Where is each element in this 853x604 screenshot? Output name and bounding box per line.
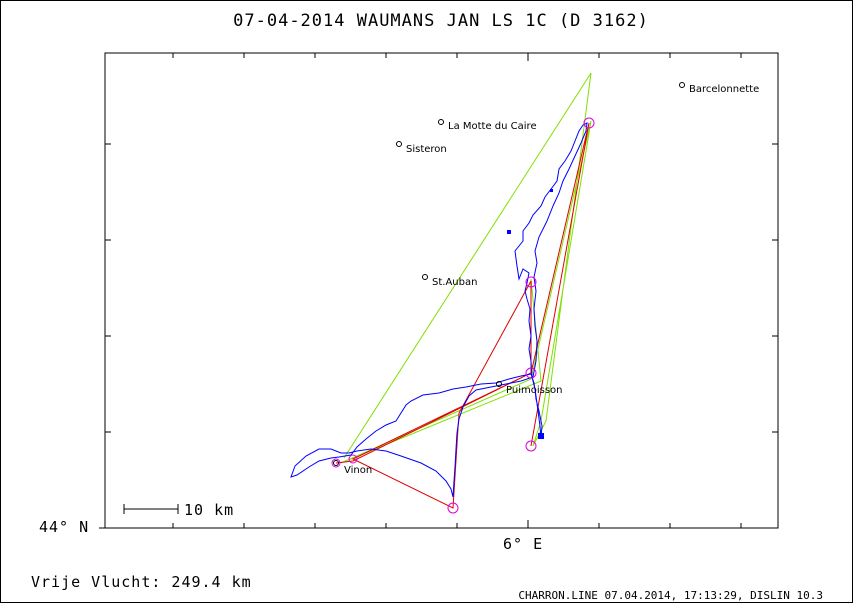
turnpoint-circle bbox=[583, 117, 595, 129]
task-green-polyline bbox=[340, 72, 592, 464]
flight-track bbox=[290, 122, 588, 498]
place-vinon: Vinon bbox=[333, 460, 372, 476]
place-label: Barcelonnette bbox=[689, 84, 759, 95]
place-label: St.Auban bbox=[432, 277, 477, 288]
turnpoints bbox=[331, 117, 595, 514]
place-label: La Motte du Caire bbox=[448, 121, 537, 132]
longitude-label: 6° E bbox=[503, 535, 543, 553]
latitude-label: 44° N bbox=[39, 518, 89, 536]
place-sisteron: Sisteron bbox=[396, 141, 447, 155]
flight-track-line bbox=[290, 122, 588, 498]
places: Barcelonnette La Motte du Caire Sisteron… bbox=[333, 82, 759, 476]
scale-bar: 10 km bbox=[123, 501, 234, 519]
place-label: Sisteron bbox=[406, 144, 447, 155]
task-red-polyline bbox=[335, 122, 590, 509]
place-barcelonnette: Barcelonnette bbox=[679, 82, 759, 95]
turnpoint-circle bbox=[525, 440, 537, 452]
flight-distance: Vrije Vlucht: 249.4 km bbox=[31, 573, 252, 591]
turnpoint-circle bbox=[525, 367, 537, 379]
scale-bar-label: 10 km bbox=[184, 501, 234, 519]
place-st-auban: St.Auban bbox=[422, 274, 477, 288]
footer-info: CHARRON.LINE 07.04.2014, 17:13:29, DISLI… bbox=[518, 589, 823, 602]
track-marker-1 bbox=[507, 230, 511, 234]
place-label: Vinon bbox=[344, 465, 372, 476]
track-marker-2 bbox=[550, 189, 553, 192]
track-marker-finish bbox=[538, 433, 544, 439]
track-markers bbox=[507, 189, 553, 439]
turnpoint-circle bbox=[331, 458, 341, 468]
place-puimoisson: Puimoisson bbox=[496, 381, 562, 396]
task-red-lines bbox=[335, 122, 590, 509]
task-green-lines bbox=[340, 72, 592, 464]
place-label: Puimoisson bbox=[506, 385, 562, 396]
place-la-motte-du-caire: La Motte du Caire bbox=[438, 119, 537, 132]
turnpoint-circle bbox=[348, 454, 358, 464]
turnpoint-circle bbox=[447, 502, 459, 514]
turnpoint-circle bbox=[525, 276, 537, 288]
flight-title: 07-04-2014 WAUMANS JAN LS 1C (D 3162) bbox=[233, 11, 649, 31]
plot-frame bbox=[104, 52, 779, 529]
axis-ticks bbox=[99, 53, 778, 529]
